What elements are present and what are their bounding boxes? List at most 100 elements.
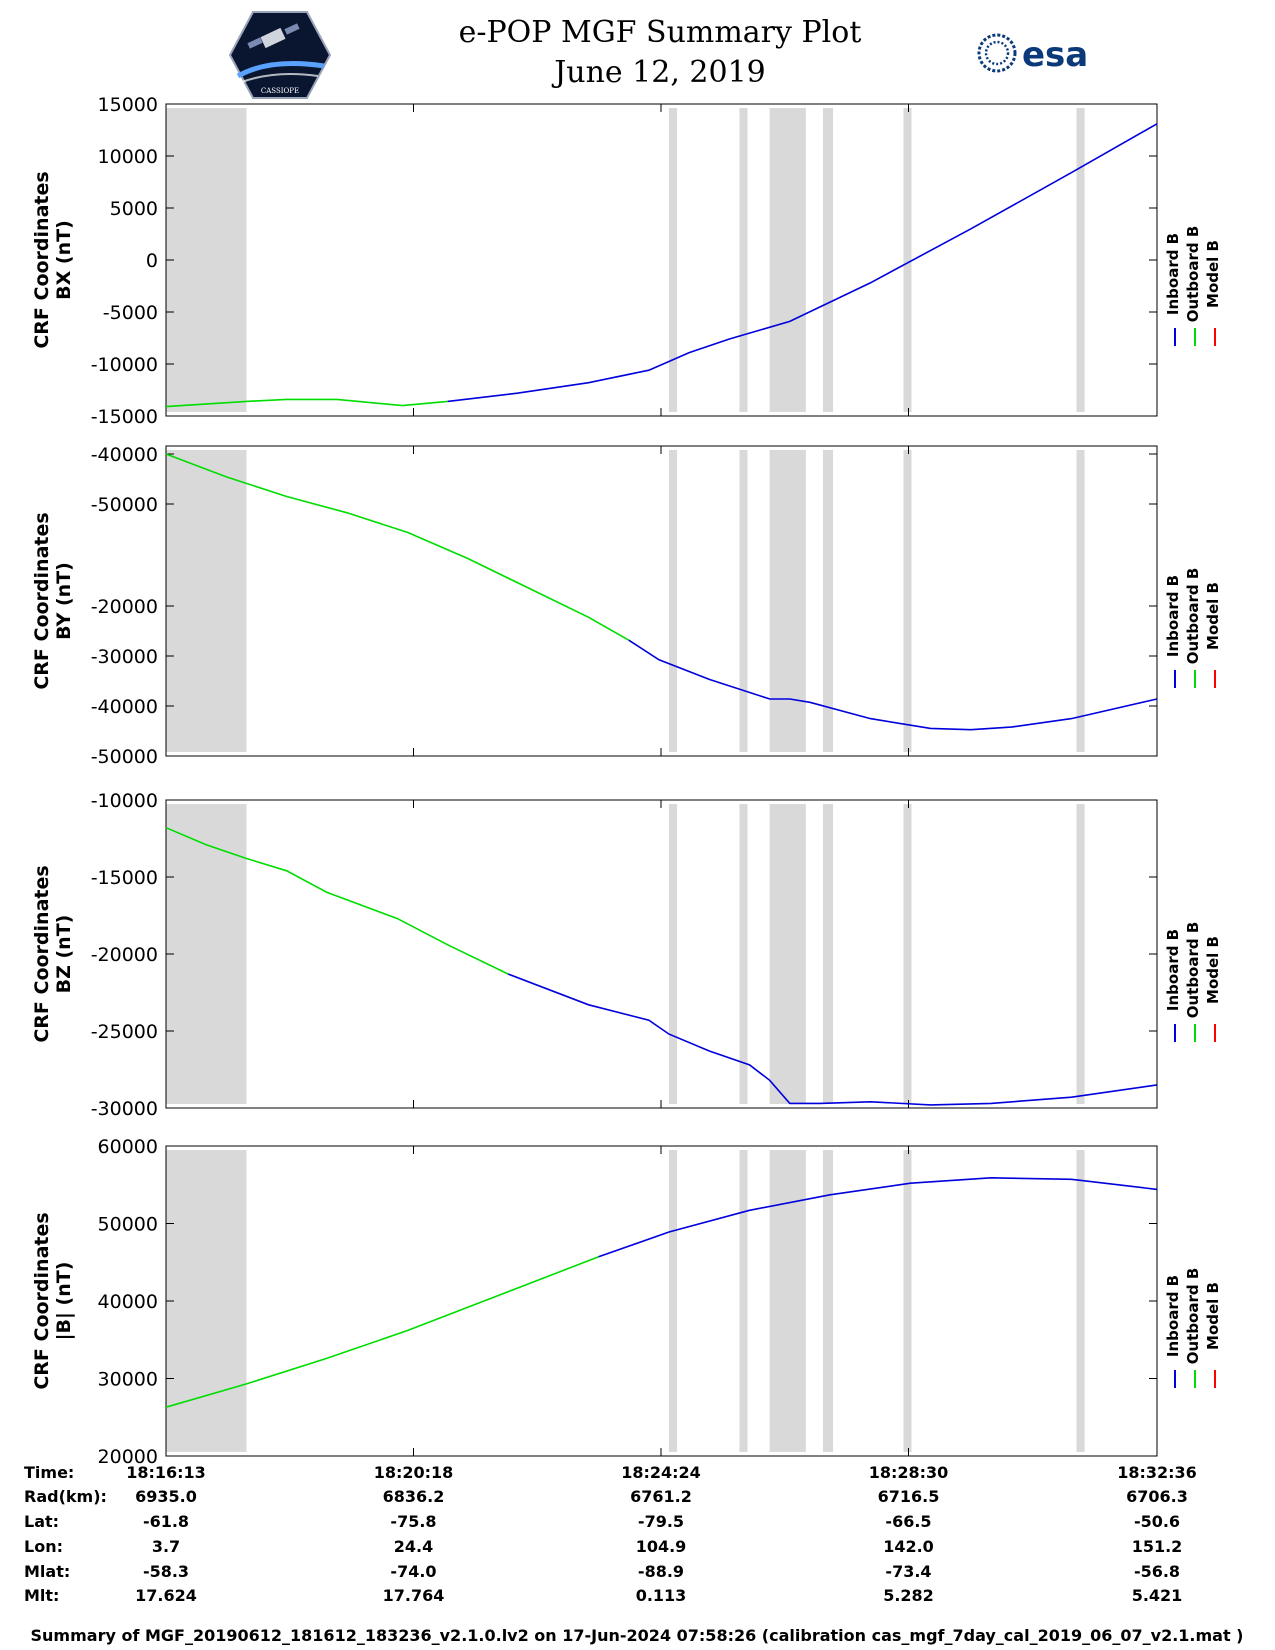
data-gap-shading [669,450,678,752]
y-tick-label: 50000 [98,1214,158,1236]
legend-label: Inboard B [1164,1275,1182,1357]
ephemeris-value: 6935.0 [135,1487,197,1506]
y-tick-label: -15000 [91,867,158,889]
plot-frame [165,445,1158,757]
ephemeris-value: -74.0 [390,1562,436,1581]
ephemeris-value: 142.0 [883,1537,934,1556]
y-tick-label: 0 [146,250,158,272]
y-tick-label: 60000 [98,1136,158,1158]
y-tick-label: -40000 [91,444,158,466]
esa-logo: esa [977,33,1088,75]
y-tick-label: -20000 [91,944,158,966]
ephemeris-value: -61.8 [143,1512,189,1531]
y-tick-label: -10000 [91,354,158,376]
ephemeris-value: -50.6 [1134,1512,1180,1531]
data-gap-shading [1076,804,1085,1104]
y-axis-label-line2: BX (nT) [53,220,75,300]
ephemeris-row-label: Mlat: [24,1562,70,1581]
plot-frame [165,799,1158,1109]
ephemeris-value: 18:16:13 [126,1463,206,1482]
y-tick-label: 30000 [98,1369,158,1391]
y-tick-label: -25000 [91,1021,158,1043]
y-tick-label: -40000 [91,696,158,718]
panels: 15000 10000 50000 -5000 -10000 -15000 CRF Coor… [31,94,1222,1468]
y-tick-label: -30000 [91,1098,158,1120]
esa-logo-text: esa [1022,35,1088,75]
legend-label: Model B [1204,936,1222,1004]
panel-3: -10000 -15000 -20000 -25000 -30000 CRF Coordi… [31,790,1222,1120]
series-line [628,639,1158,731]
data-gap-shading [903,450,912,752]
ephemeris-value: -58.3 [143,1562,189,1581]
data-gap-shading [769,450,806,752]
y-axis-label-line2: BY (nT) [53,562,75,640]
data-gap-shading [769,108,806,412]
y-axis-label-line1: CRF Coordinates [31,1212,53,1389]
chart-title: e-POP MGF Summary Plot [459,15,862,50]
ephemeris-value: 24.4 [394,1537,433,1556]
ephemeris-value: -79.5 [638,1512,684,1531]
panel-2: -40000 -50000 -20000 -30000 -40000 -50000 CRF … [31,444,1222,768]
ephemeris-value: 5.282 [883,1586,934,1605]
cassiope-logo: CASSIOPE [228,11,332,99]
data-gap-shading [166,804,247,1104]
y-tick-label: -5000 [103,302,158,324]
panel-1: 15000 10000 5000 0 -5000 -10000 -15000 CRF Coor… [31,94,1222,428]
data-gap-shading [166,1150,247,1452]
y-tick-label: -50000 [91,494,158,516]
legend-label: Outboard B [1184,226,1202,323]
ephemeris-value: 18:32:36 [1117,1463,1197,1482]
y-tick-label: -20000 [91,596,158,618]
ephemeris-row-label: Time: [24,1463,74,1482]
legend-label: Outboard B [1184,922,1202,1019]
data-gap-shading [822,450,834,752]
y-tick-label: -15000 [91,406,158,428]
legend-label: Outboard B [1184,1268,1202,1365]
y-axis-label-line1: CRF Coordinates [31,171,53,348]
data-gap-shading [166,108,247,412]
y-tick-label: -30000 [91,646,158,668]
ephemeris-value: 6716.5 [878,1487,940,1506]
data-gap-shading [903,108,912,412]
data-gap-shading [739,450,748,752]
footer-summary: Summary of MGF_20190612_181612_183236_v2… [31,1626,1244,1645]
legend-label: Inboard B [1164,233,1182,315]
ephemeris-value: 3.7 [152,1537,180,1556]
chart-date: June 12, 2019 [551,55,766,90]
ephemeris-value: -66.5 [885,1512,931,1531]
legend-label: Outboard B [1184,568,1202,665]
y-tick-label: -50000 [91,746,158,768]
ephemeris-value: 6706.3 [1126,1487,1188,1506]
y-tick-label: 10000 [98,146,158,168]
ephemeris-value: 6761.2 [630,1487,692,1506]
legend-label: Model B [1204,240,1222,308]
ephemeris-value: 18:20:18 [374,1463,454,1482]
data-gap-shading [166,450,247,752]
ephemeris-value: 17.764 [383,1586,445,1605]
series-line [165,826,509,975]
ephemeris-row-label: Lon: [24,1537,63,1556]
series-line [165,1256,599,1408]
data-gap-shading [669,1150,678,1452]
data-gap-shading [903,804,912,1104]
ephemeris-table: Time: Rad(km): Lat: Lon: Mlat: Mlt: 18:16:13 69… [24,1463,1197,1605]
ephemeris-value: 18:28:30 [869,1463,949,1482]
ephemeris-row-label: Mlt: [24,1586,59,1605]
ephemeris-value: 104.9 [636,1537,687,1556]
data-gap-shading [903,1150,912,1452]
ephemeris-value: 151.2 [1132,1537,1183,1556]
ephemeris-value: 6836.2 [383,1487,445,1506]
ephemeris-value: -73.4 [885,1562,931,1581]
data-gap-shading [1076,108,1085,412]
y-axis-label-line2: BZ (nT) [53,915,75,994]
ephemeris-row-label: Lat: [24,1512,59,1531]
y-tick-label: 15000 [98,94,158,116]
ephemeris-value: -75.8 [390,1512,436,1531]
data-gap-shading [739,804,748,1104]
series-line [507,973,1158,1106]
data-gap-shading [769,1150,806,1452]
series-line [165,453,630,641]
y-axis-label-line1: CRF Coordinates [31,512,53,689]
data-gap-shading [822,804,834,1104]
plot-frame [165,1145,1158,1457]
